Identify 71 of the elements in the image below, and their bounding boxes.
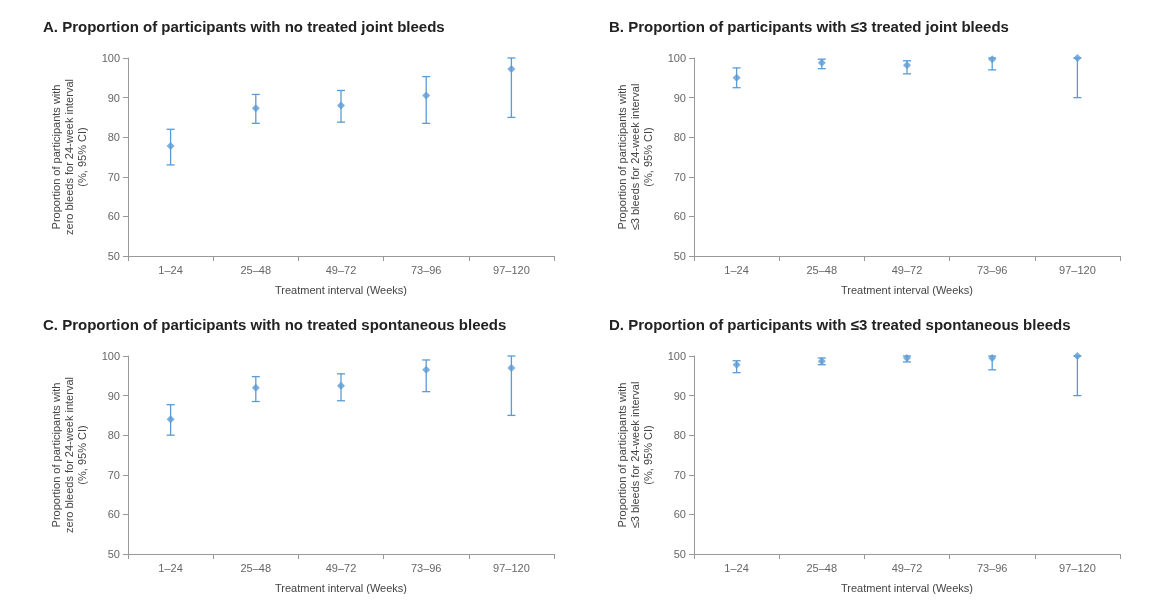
y-tick-label: 60	[107, 508, 120, 521]
x-tick-label: 97–120	[493, 263, 530, 276]
x-tick-label: 25–48	[806, 263, 838, 276]
x-tick-label: 1–24	[158, 263, 183, 276]
x-tick-label: 73–96	[976, 561, 1008, 574]
point	[507, 363, 516, 372]
point	[732, 73, 741, 82]
point	[988, 353, 997, 362]
y-tick-label: 60	[107, 210, 120, 223]
x-tick-label: 97–120	[1059, 263, 1096, 276]
x-tick-label: 25–48	[806, 561, 838, 574]
chart-title: C. Proportion of participants with no treated spontaneous bleeds	[43, 316, 507, 333]
y-tick-label: 100	[667, 52, 686, 64]
y-axis-title: Proportion of participants with zero bleeds for 24-week interval (%, 95% CI)	[49, 377, 88, 533]
y-tick-label: 50	[673, 250, 686, 262]
x-tick-label: 49–72	[325, 263, 357, 276]
x-tick-label: 25–48	[240, 263, 272, 276]
point	[251, 104, 260, 113]
y-axis-title: Proportion of participants with zero bleeds for 24-week interval (%, 95% CI)	[49, 79, 88, 235]
point	[422, 91, 431, 100]
y-tick-label: 90	[107, 389, 120, 402]
y-tick-label: 90	[107, 91, 120, 104]
point	[903, 61, 911, 70]
y-tick-label: 60	[673, 210, 686, 223]
y-tick-label: 100	[101, 52, 120, 64]
chart-title: B. Proportion of participants with ≤3 treated joint bleeds	[609, 18, 1009, 35]
y-tick-label: 80	[107, 131, 120, 144]
y-axis-title: Proportion of participants with ≤3 bleeds for 24-week interval (%, 95% CI)	[615, 83, 654, 231]
x-tick-label: 1–24	[158, 561, 183, 574]
y-tick-label: 100	[101, 350, 120, 362]
point	[422, 365, 431, 374]
y-tick-label: 70	[107, 468, 120, 481]
x-axis-title: Treatment interval (Weeks)	[840, 283, 974, 296]
y-tick-label: 70	[673, 170, 686, 183]
point	[732, 360, 741, 369]
x-tick-label: 49–72	[325, 561, 357, 574]
point	[166, 415, 175, 424]
y-tick-label: 50	[107, 250, 120, 262]
y-tick-label: 90	[673, 389, 686, 402]
x-axis-title: Treatment interval (Weeks)	[274, 581, 408, 594]
x-axis-title: Treatment interval (Weeks)	[274, 283, 408, 296]
x-tick-label: 73–96	[410, 561, 442, 574]
x-tick-label: 97–120	[493, 561, 530, 574]
point	[988, 55, 997, 64]
point	[251, 383, 260, 392]
y-tick-label: 70	[673, 468, 686, 481]
chart-title: A. Proportion of participants with no treated joint bleeds	[43, 18, 445, 35]
point	[337, 101, 345, 110]
y-axis-title: Proportion of participants with ≤3 bleeds for 24-week interval (%, 95% CI)	[615, 381, 654, 529]
x-tick-label: 73–96	[410, 263, 442, 276]
point	[337, 381, 345, 390]
x-tick-label: 49–72	[891, 561, 923, 574]
chart-title: D. Proportion of participants with ≤3 treated spontaneous bleeds	[609, 316, 1071, 333]
y-tick-label: 80	[673, 429, 686, 442]
y-tick-label: 70	[107, 170, 120, 183]
x-tick-label: 97–120	[1059, 561, 1096, 574]
y-tick-label: 60	[673, 508, 686, 521]
y-tick-label: 100	[667, 350, 686, 362]
x-tick-label: 25–48	[240, 561, 272, 574]
y-tick-label: 80	[673, 131, 686, 144]
x-tick-label: 1–24	[724, 263, 749, 276]
point	[166, 141, 175, 150]
x-axis-title: Treatment interval (Weeks)	[840, 581, 974, 594]
y-tick-label: 50	[673, 548, 686, 560]
x-tick-label: 73–96	[976, 263, 1008, 276]
y-tick-label: 50	[107, 548, 120, 560]
y-tick-label: 90	[673, 91, 686, 104]
point	[507, 65, 516, 74]
x-tick-label: 49–72	[891, 263, 923, 276]
y-tick-label: 80	[107, 429, 120, 442]
x-tick-label: 1–24	[724, 561, 749, 574]
